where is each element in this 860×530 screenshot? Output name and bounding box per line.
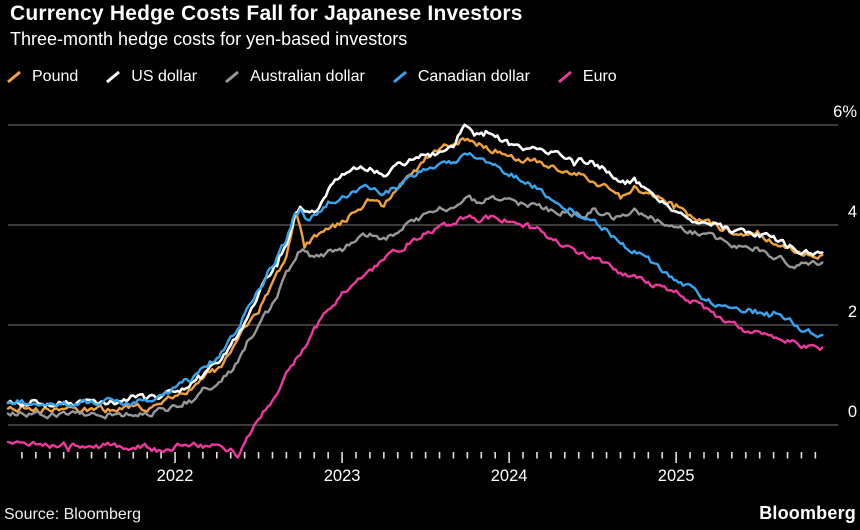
- series-line-euro: [6, 214, 824, 459]
- pound-line-swatch-icon: [7, 70, 21, 83]
- canadian-dollar-line-swatch-icon: [392, 70, 407, 83]
- y-axis-label-6: 6%: [833, 103, 857, 121]
- source-attribution: Source: Bloomberg: [4, 506, 141, 523]
- legend-label: Canadian dollar: [417, 68, 530, 85]
- legend-label: Pound: [32, 68, 79, 85]
- page-subtitle: Three-month hedge costs for yen-based in…: [10, 29, 408, 49]
- x-axis-label-2022: 2022: [157, 467, 194, 485]
- australian-dollar-line-swatch-icon: [225, 70, 240, 83]
- series-line-us-dollar: [6, 123, 824, 408]
- euro-line-swatch-icon: [557, 70, 572, 83]
- y-axis-label-0: 0: [848, 403, 857, 421]
- x-axis-label-2024: 2024: [491, 467, 528, 485]
- legend-item-canadian-dollar: Canadian dollar: [392, 68, 530, 86]
- chart-legend: Pound US dollar Australian dollar Canadi…: [6, 68, 617, 86]
- legend-label: Euro: [582, 68, 617, 85]
- legend-item-euro: Euro: [557, 68, 617, 86]
- legend-item-pound: Pound: [6, 68, 78, 86]
- legend-label: US dollar: [131, 68, 198, 85]
- legend-item-us-dollar: US dollar: [105, 68, 197, 86]
- series-line-australian-dollar: [6, 194, 824, 420]
- legend-item-australian-dollar: Australian dollar: [224, 68, 365, 86]
- x-axis-label-2023: 2023: [324, 467, 361, 485]
- page-title: Currency Hedge Costs Fall for Japanese I…: [10, 2, 523, 25]
- y-axis-label-4: 4: [848, 203, 857, 221]
- us-dollar-line-swatch-icon: [106, 70, 121, 83]
- x-axis-label-2025: 2025: [658, 467, 695, 485]
- series-line-canadian-dollar: [6, 151, 824, 408]
- y-axis-label-2: 2: [848, 303, 857, 321]
- series-line-pound: [6, 137, 824, 415]
- chart-footer: Source: Bloomberg Bloomberg: [4, 503, 856, 524]
- bloomberg-logo: Bloomberg: [759, 503, 856, 523]
- legend-label: Australian dollar: [250, 68, 365, 85]
